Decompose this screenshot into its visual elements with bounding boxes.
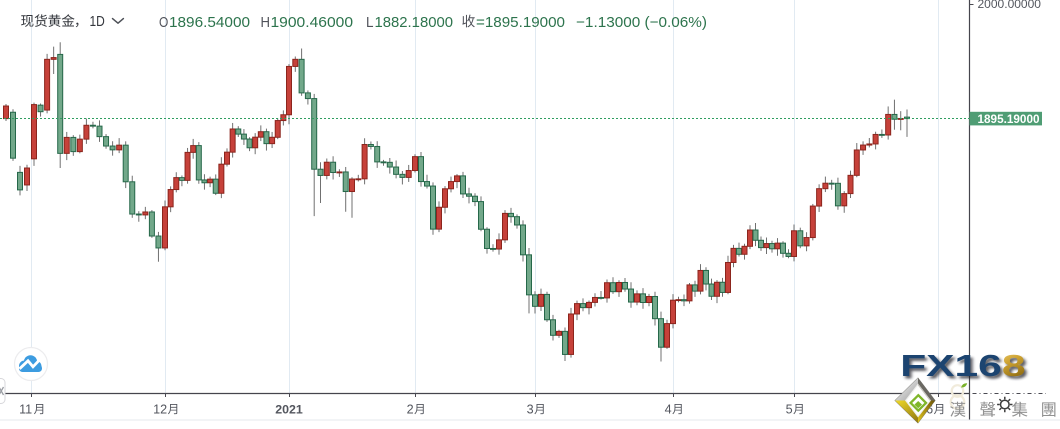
svg-text:=1895.19000: =1895.19000 [476,14,565,31]
svg-text:O: O [159,14,168,31]
svg-text:12: 12 [153,402,167,416]
svg-text:2: 2 [407,402,414,416]
svg-text:1895.19000: 1895.19000 [978,112,1040,126]
svg-text:5: 5 [786,402,793,416]
svg-text:6: 6 [926,402,933,416]
svg-text:−1.13000 (−0.06%): −1.13000 (−0.06%) [576,14,707,31]
svg-text:FX16: FX16 [900,347,1002,382]
svg-text:3: 3 [527,402,534,416]
svg-text:1900.46000: 1900.46000 [271,14,354,31]
svg-text:1882.18000: 1882.18000 [375,14,454,31]
svg-text:4: 4 [665,402,672,416]
svg-text:FX168: FX168 [903,350,1028,385]
svg-text:2021: 2021 [275,402,303,416]
svg-text:2000.00000: 2000.00000 [978,0,1042,11]
svg-text:1896.54000: 1896.54000 [169,14,250,31]
svg-text:H: H [261,14,271,31]
svg-text:8: 8 [1002,347,1026,382]
svg-text:1D: 1D [90,14,105,30]
svg-text:11: 11 [19,402,32,416]
svg-text:L: L [366,14,374,31]
